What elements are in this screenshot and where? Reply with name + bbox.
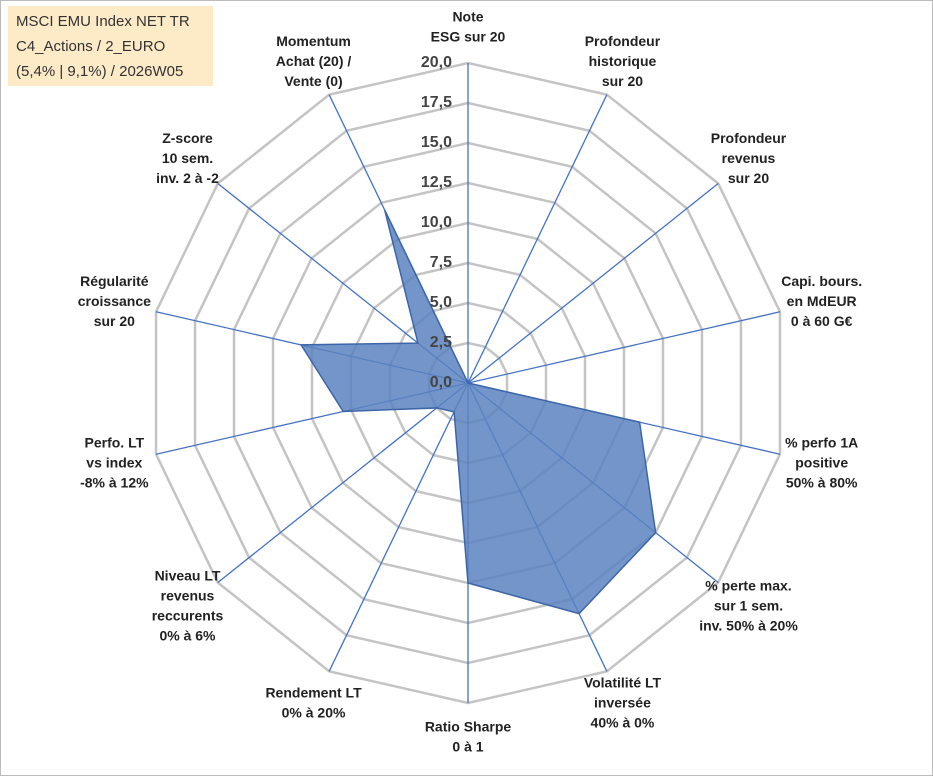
axis-label: revenus — [161, 587, 215, 603]
axis-line — [467, 311, 781, 384]
axis-label: inversée — [594, 694, 651, 710]
axis-label: Niveau LT — [155, 567, 221, 583]
axis-label: Perfo. LT — [85, 434, 145, 450]
axis-line — [467, 94, 608, 384]
axis-label: vs index — [86, 454, 142, 470]
axis-label: Rendement LT — [265, 684, 362, 700]
tick-label: 12,5 — [421, 174, 452, 191]
axis-label: sur 20 — [602, 73, 643, 89]
axis-label: Achat (20) / — [276, 53, 352, 69]
tick-label: 5,0 — [430, 294, 452, 311]
axis-label: 0% à 20% — [282, 704, 346, 720]
axis-label: Volatilité LT — [584, 674, 662, 690]
tick-label: 2,5 — [430, 334, 452, 351]
axis-label: sur 1 sem. — [714, 597, 783, 613]
axis-label: -8% à 12% — [80, 474, 149, 490]
tick-label: 17,5 — [421, 94, 452, 111]
axis-label: historique — [589, 53, 657, 69]
chart-title: MSCI EMU Index NET TR — [16, 13, 190, 30]
axis-label: revenus — [722, 150, 776, 166]
tick-label: 20,0 — [421, 54, 452, 71]
axis-label: inv. 2 à -2 — [156, 170, 219, 186]
axis-line — [467, 182, 719, 384]
axis-label: % perfo 1A — [785, 434, 858, 450]
tick-label: 0,0 — [430, 374, 452, 391]
axis-label: Régularité — [80, 273, 149, 289]
axis-label: Z-score — [162, 130, 213, 146]
tick-label: 15,0 — [421, 134, 452, 151]
axis-label: Profondeur — [711, 130, 787, 146]
axis-label: 40% à 0% — [591, 714, 655, 730]
axis-label: Note — [452, 9, 483, 25]
axis-label: 10 sem. — [162, 150, 213, 166]
axis-label: 0 à 1 — [452, 739, 483, 755]
axis-label: Capi. bours. — [781, 273, 862, 289]
axis-label: 0% à 6% — [159, 627, 216, 643]
axis-label: positive — [795, 454, 848, 470]
axis-label: Profondeur — [585, 33, 661, 49]
axis-label: ESG sur 20 — [431, 29, 506, 45]
tick-label: 7,5 — [430, 254, 452, 271]
series-area — [299, 209, 657, 615]
axis-label: Ratio Sharpe — [425, 719, 512, 735]
axis-label: 0 à 60 G€ — [791, 313, 853, 329]
axis-line — [328, 382, 469, 672]
axis-label: croissance — [78, 293, 151, 309]
axis-line — [217, 382, 469, 584]
chart-title: C4_Actions / 2_EURO — [16, 38, 165, 55]
axis-label: sur 20 — [728, 170, 769, 186]
axis-label: Momentum — [276, 33, 351, 49]
axis-label: Vente (0) — [284, 73, 342, 89]
chart-title: (5,4% | 9,1%) / 2026W05 — [16, 63, 183, 80]
axis-label: en MdEUR — [787, 293, 857, 309]
tick-label: 10,0 — [421, 214, 452, 231]
axis-label: reccurents — [152, 607, 224, 623]
axis-label: inv. 50% à 20% — [699, 617, 798, 633]
axis-label: % perte max. — [705, 577, 791, 593]
axis-label: 50% à 80% — [786, 474, 858, 490]
axis-label: sur 20 — [94, 313, 135, 329]
title-box — [8, 6, 213, 86]
